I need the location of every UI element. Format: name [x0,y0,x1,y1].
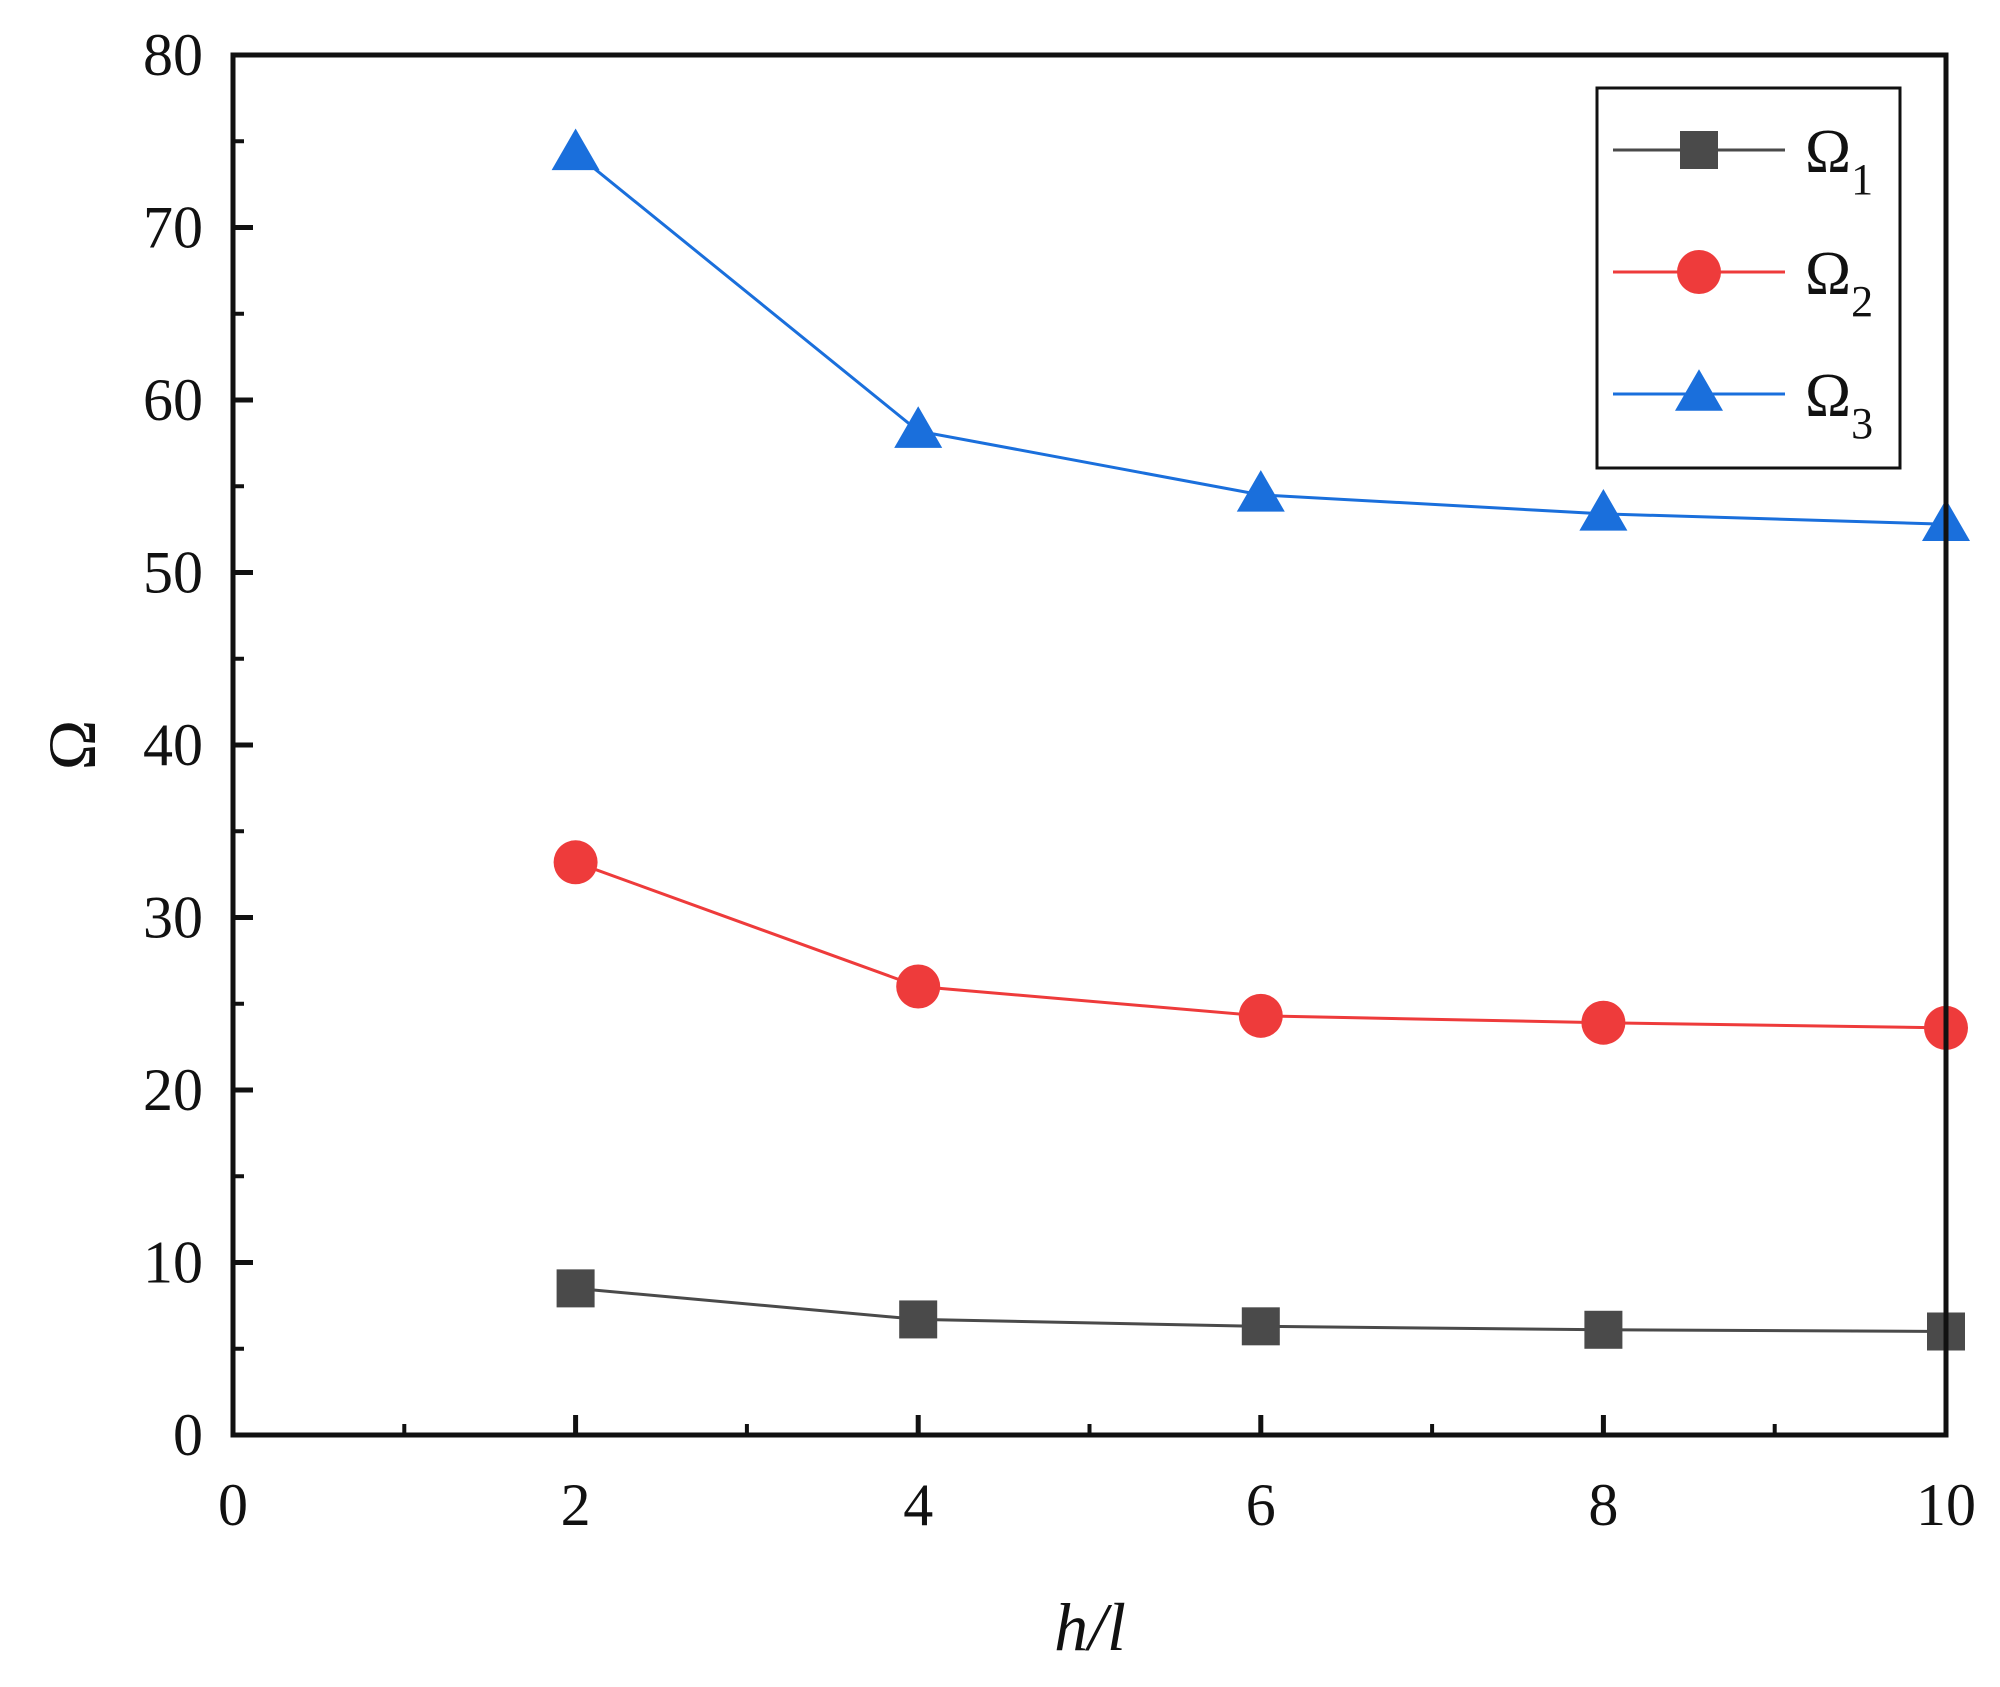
legend-label-subscript: 2 [1851,277,1873,326]
legend-marker [1677,250,1721,294]
x-tick-label: 4 [903,1472,933,1538]
data-point [1581,1000,1626,1045]
x-axis-title: h/l [1054,1589,1126,1665]
legend-label: Ω1 [1805,118,1873,204]
y-tick-label: 70 [143,195,203,261]
data-point [551,128,600,171]
x-tick-label: 8 [1588,1472,1618,1538]
data-point [896,964,941,1009]
x-tick-label: 6 [1246,1472,1276,1538]
data-point [1238,993,1283,1038]
legend-label: Ω3 [1805,362,1873,448]
data-point [553,840,598,885]
y-tick-label: 80 [143,22,203,88]
legend-label-symbol: Ω [1805,240,1851,308]
data-point [894,406,943,448]
y-axis-title: Ω [34,720,110,771]
data-point [1584,1310,1623,1349]
y-tick-label: 50 [143,540,203,606]
legend-marker [1675,369,1723,411]
legend-marker [1680,131,1718,169]
legend-item-3: Ω3 [1613,362,1873,448]
series-2 [553,840,1968,1050]
legend-label-subscript: 1 [1851,155,1873,204]
legend-label: Ω2 [1805,240,1873,326]
data-point [1241,1307,1280,1346]
y-tick-label: 60 [143,367,203,433]
y-tick-label: 40 [143,712,203,778]
x-tick-label: 2 [561,1472,591,1538]
x-tick-label: 10 [1916,1472,1976,1538]
legend-label-symbol: Ω [1805,362,1851,430]
data-point [1579,489,1628,531]
y-tick-label: 0 [173,1402,203,1468]
y-tick-label: 10 [143,1230,203,1296]
series-layer [551,128,1970,1351]
y-tick-label: 30 [143,885,203,951]
legend-label-subscript: 3 [1851,399,1873,448]
axis-ticks: 0 2 4 6 8 10 0 10 20 30 40 50 60 70 80 [143,22,1976,1538]
data-point [899,1300,938,1339]
legend-label-symbol: Ω [1805,118,1851,186]
x-tick-label: 0 [218,1472,248,1538]
legend-item-2: Ω2 [1613,240,1873,326]
data-point [556,1269,595,1308]
legend-item-1: Ω1 [1613,118,1873,204]
data-point [1236,470,1285,512]
y-tick-label: 20 [143,1057,203,1123]
